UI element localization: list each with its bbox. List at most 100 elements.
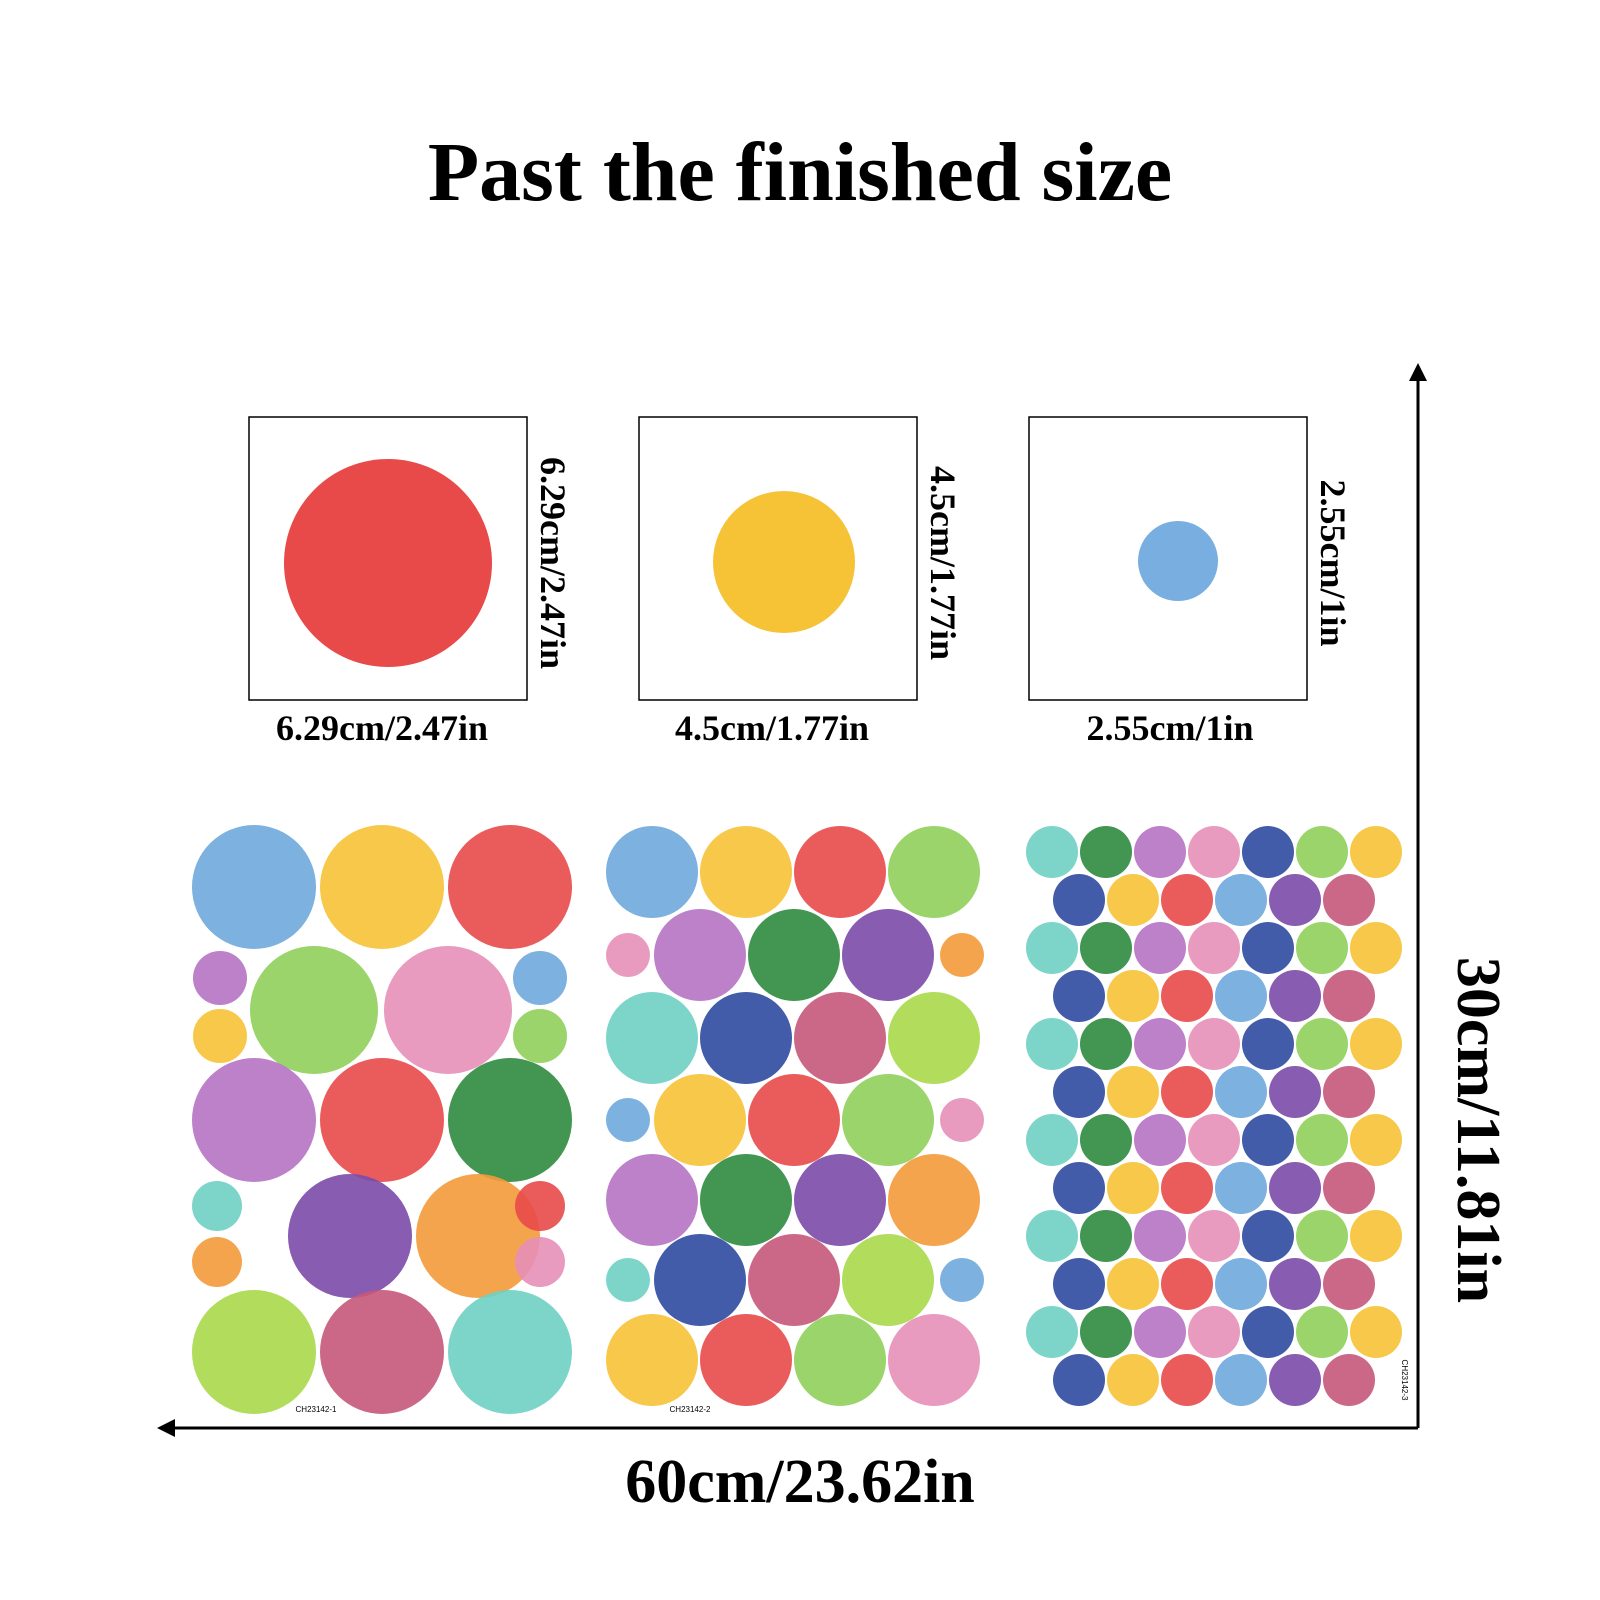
sticker-dot: [1269, 1066, 1321, 1118]
sticker-dot: [700, 826, 792, 918]
sticker-dot: [1134, 1210, 1186, 1262]
sticker-dot: [1242, 826, 1294, 878]
sticker-dot: [606, 933, 650, 977]
sticker-dot: [1053, 970, 1105, 1022]
sample-box: [1028, 416, 1308, 701]
sticker-dot: [1107, 1258, 1159, 1310]
sample-dot: [713, 491, 855, 633]
sticker-dot: [1188, 1018, 1240, 1070]
sheet-code: CH23142-1: [296, 1405, 337, 1414]
sticker-dot: [940, 933, 984, 977]
sticker-dot: [448, 1058, 572, 1182]
total-width: 60cm/23.62in: [625, 1448, 975, 1516]
sticker-dot: [1188, 1210, 1240, 1262]
sample-height: 6.29cm/2.47in: [533, 457, 573, 669]
sticker-dot: [416, 1174, 540, 1298]
sticker-dot: [1269, 874, 1321, 926]
sticker-dot: [1134, 826, 1186, 878]
sticker-dot: [1080, 1210, 1132, 1262]
sticker-dot: [888, 992, 980, 1084]
sticker-dot: [1296, 1306, 1348, 1358]
sticker-dot: [748, 1074, 840, 1166]
sticker-dot: [888, 1154, 980, 1246]
sticker-dot: [1242, 922, 1294, 974]
sticker-dot: [940, 1098, 984, 1142]
sticker-dot: [1296, 1018, 1348, 1070]
sticker-dot: [250, 946, 378, 1074]
sticker-dot: [1269, 970, 1321, 1022]
sticker-dot: [606, 1314, 698, 1406]
sticker-dot: [842, 1074, 934, 1166]
sticker-sheets: [192, 825, 1402, 1414]
sticker-dot: [1134, 1114, 1186, 1166]
sticker-dot: [1053, 874, 1105, 926]
sample-height: 4.5cm/1.77in: [923, 466, 963, 660]
sticker-dot: [654, 909, 746, 1001]
sticker-dot: [1107, 1162, 1159, 1214]
sticker-dot: [1161, 1162, 1213, 1214]
sticker-dot: [1269, 1258, 1321, 1310]
sticker-dot: [1161, 1258, 1213, 1310]
sticker-dot: [1161, 1066, 1213, 1118]
sticker-dot: [320, 1058, 444, 1182]
sticker-dot: [1215, 1162, 1267, 1214]
sticker-dot: [1161, 1354, 1213, 1406]
sticker-dot: [1053, 1162, 1105, 1214]
sticker-dot: [940, 1258, 984, 1302]
sample-height: 2.55cm/1in: [1313, 480, 1353, 647]
sticker-dot: [1323, 1354, 1375, 1406]
sticker-dot: [513, 1009, 567, 1063]
sticker-dot: [1107, 1066, 1159, 1118]
sticker-dot: [888, 1314, 980, 1406]
sticker-dot: [448, 1290, 572, 1414]
sticker-dot: [384, 946, 512, 1074]
sticker-dot: [1350, 922, 1402, 974]
sticker-dot: [1026, 922, 1078, 974]
sticker-dot: [1350, 1018, 1402, 1070]
sticker-dot: [1350, 826, 1402, 878]
sticker-dot: [1053, 1258, 1105, 1310]
sticker-dot: [448, 825, 572, 949]
sticker-dot: [1296, 1210, 1348, 1262]
sticker-dot: [700, 992, 792, 1084]
sticker-dot: [192, 825, 316, 949]
sticker-dot: [1080, 1018, 1132, 1070]
sticker-dot: [1026, 1018, 1078, 1070]
sticker-dot: [192, 1237, 242, 1287]
sample-width: 4.5cm/1.77in: [675, 708, 869, 748]
sticker-dot: [654, 1074, 746, 1166]
sticker-dot: [1323, 1162, 1375, 1214]
sticker-dot: [1323, 1258, 1375, 1310]
sticker-dot: [1269, 1354, 1321, 1406]
sticker-dot: [606, 1098, 650, 1142]
sticker-dot: [1026, 1114, 1078, 1166]
sample-dot: [284, 459, 492, 667]
sticker-dot: [1242, 1018, 1294, 1070]
sticker-dot: [700, 1154, 792, 1246]
sheet-code: CH23142-3: [1400, 1360, 1409, 1401]
sticker-dot: [1188, 826, 1240, 878]
sticker-dot: [1080, 922, 1132, 974]
sticker-dot: [1350, 1306, 1402, 1358]
sticker-dot: [888, 826, 980, 918]
sticker-dot: [1215, 874, 1267, 926]
sticker-dot: [1323, 970, 1375, 1022]
sticker-dot: [1161, 874, 1213, 926]
sticker-dot: [748, 1234, 840, 1326]
sticker-dot: [192, 1290, 316, 1414]
sample-width: 2.55cm/1in: [1087, 708, 1254, 748]
sticker-dot: [1026, 1306, 1078, 1358]
sticker-dot: [1053, 1066, 1105, 1118]
sticker-dot: [1080, 1114, 1132, 1166]
sticker-dot: [1134, 922, 1186, 974]
total-height: 30cm/11.81in: [1444, 957, 1512, 1303]
sample-boxes: [248, 416, 1308, 701]
sticker-dot: [1242, 1210, 1294, 1262]
sticker-dot: [794, 826, 886, 918]
sticker-dot: [1296, 1114, 1348, 1166]
sticker-dot: [1269, 1162, 1321, 1214]
sticker-dot: [1296, 922, 1348, 974]
sticker-dot: [1134, 1306, 1186, 1358]
